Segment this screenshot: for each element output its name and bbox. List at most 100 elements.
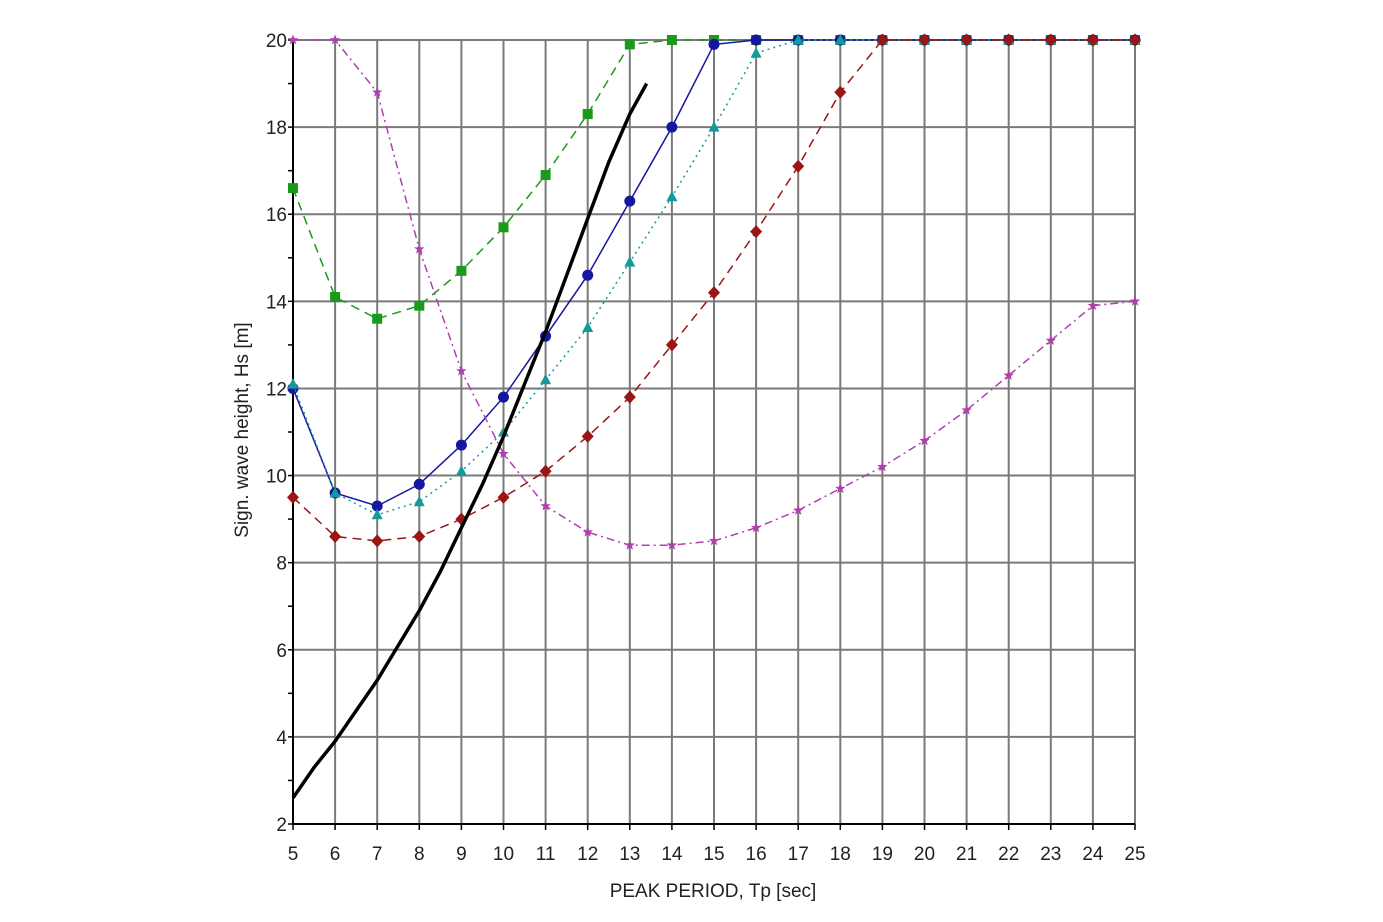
data-point (582, 269, 594, 281)
y-tick-label: 8 (276, 554, 287, 575)
data-point (582, 321, 594, 332)
data-point (539, 464, 552, 478)
data-point (793, 504, 804, 515)
y-tick-label: 6 (276, 641, 287, 662)
y-tick-label: 14 (266, 292, 288, 313)
data-point (581, 429, 594, 443)
data-point (1003, 369, 1014, 380)
data-point (1002, 33, 1015, 47)
data-point (288, 183, 298, 194)
data-point (834, 34, 846, 45)
x-tick-label: 23 (1040, 844, 1061, 865)
data-point (498, 391, 509, 403)
data-point (708, 535, 720, 546)
x-axis-title: PEAK PERIOD, Tp [sec] (610, 881, 817, 902)
data-point (372, 86, 383, 97)
x-tick-label: 21 (956, 844, 977, 865)
data-point (666, 190, 678, 202)
x-tick-label: 10 (493, 844, 514, 865)
y-tick-label: 10 (266, 467, 287, 488)
data-point (287, 490, 299, 504)
data-point (750, 34, 762, 46)
data-point (1087, 300, 1099, 311)
data-point (582, 526, 593, 537)
data-point (414, 300, 425, 311)
data-point (1045, 335, 1056, 345)
y-tick-label: 12 (266, 379, 287, 400)
data-point (1129, 33, 1141, 47)
x-tick-label: 20 (914, 844, 935, 865)
data-point (582, 109, 593, 120)
data-point (1129, 295, 1141, 306)
x-tick-label: 15 (703, 844, 724, 865)
data-point (708, 121, 720, 132)
data-point (834, 85, 847, 99)
data-point (540, 500, 551, 511)
data-point (329, 530, 342, 544)
x-tick-label: 12 (577, 844, 598, 865)
x-tick-label: 18 (830, 844, 851, 865)
y-tick-label: 2 (276, 815, 287, 836)
data-point (666, 121, 678, 133)
data-point (455, 465, 467, 476)
data-point (624, 39, 635, 50)
data-point (498, 222, 509, 233)
data-point (918, 33, 931, 47)
series-line-5 (291, 82, 649, 799)
data-point (371, 508, 383, 520)
data-point (540, 373, 552, 385)
x-tick-label: 13 (619, 844, 640, 865)
x-tick-label: 11 (536, 844, 556, 865)
x-tick-label: 9 (456, 844, 467, 865)
x-tick-label: 5 (288, 844, 299, 865)
y-tick-label: 16 (266, 205, 287, 226)
x-tick-label: 6 (330, 844, 341, 865)
data-point (456, 365, 467, 376)
data-point (877, 461, 888, 472)
data-point (372, 313, 383, 324)
data-point (624, 539, 635, 550)
x-tick-label: 8 (414, 844, 425, 865)
plot-axes (288, 39, 1136, 830)
x-tick-label: 17 (788, 844, 809, 865)
data-point (666, 539, 678, 550)
data-point (498, 448, 509, 459)
x-tick-label: 24 (1082, 844, 1104, 865)
data-point (371, 534, 384, 548)
data-point (961, 404, 972, 415)
data-point (413, 478, 425, 490)
data-point (540, 170, 551, 181)
data-point (413, 530, 426, 544)
data-point (329, 486, 341, 498)
plot-series (287, 33, 1141, 799)
x-tick-label: 19 (872, 844, 893, 865)
data-point (330, 291, 341, 302)
data-point (665, 338, 678, 352)
plot-grid (292, 39, 1136, 825)
data-point (708, 286, 720, 300)
x-tick-label: 22 (998, 844, 1019, 865)
data-point (1044, 33, 1057, 47)
data-point (919, 435, 930, 446)
tick-labels: 5 6 7 8 9 10 11 12 13 14 15 16 17 18 19 20 21 22 23 24 25246… (266, 31, 1146, 865)
data-point (456, 265, 467, 276)
y-axis-title: Sign. wave height, Hs [m] (232, 322, 253, 537)
data-point (835, 483, 846, 494)
data-point (876, 33, 889, 47)
data-point (750, 47, 762, 58)
x-tick-label: 7 (372, 844, 383, 865)
data-point (371, 500, 383, 512)
data-point (413, 495, 425, 507)
data-point (624, 256, 636, 267)
x-tick-label: 25 (1124, 844, 1145, 865)
data-point (750, 522, 762, 533)
data-point (624, 195, 636, 207)
data-point (708, 38, 720, 50)
data-point (623, 390, 636, 404)
data-point (455, 439, 467, 451)
x-tick-label: 14 (661, 844, 683, 865)
data-point (792, 34, 804, 45)
data-point (792, 159, 805, 173)
data-point (329, 34, 341, 45)
